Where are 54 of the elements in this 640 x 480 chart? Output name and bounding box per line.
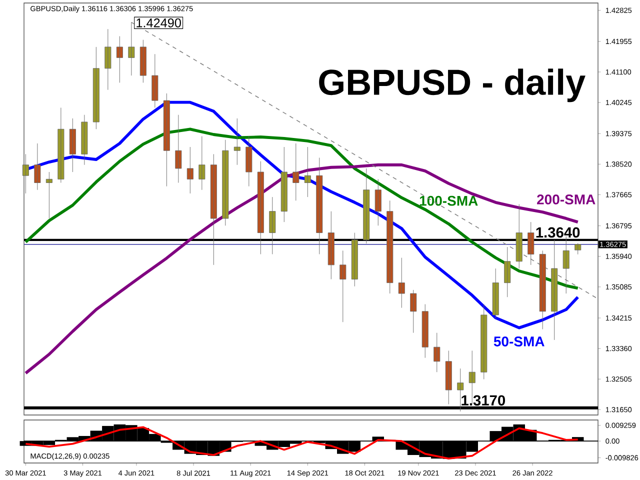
candlestick xyxy=(398,258,405,308)
candlestick xyxy=(104,28,112,90)
candlestick xyxy=(198,136,206,190)
candlestick xyxy=(304,146,311,198)
candlestick xyxy=(480,304,488,380)
candlestick xyxy=(562,236,570,294)
candlestick xyxy=(351,232,358,287)
candlestick xyxy=(422,304,428,358)
candlestick xyxy=(492,268,499,319)
candlestick xyxy=(316,157,323,254)
candlestick xyxy=(410,290,417,334)
candlestick xyxy=(186,146,194,194)
candlestick xyxy=(328,211,334,280)
candlestick xyxy=(175,114,182,183)
candlestick xyxy=(163,93,170,187)
candlestick xyxy=(504,246,511,298)
candlestick xyxy=(539,250,546,330)
candlestick xyxy=(574,243,582,255)
series-label: 50-SMA xyxy=(494,336,544,346)
candlestick xyxy=(234,118,240,166)
candlestick xyxy=(363,168,370,244)
candlestick xyxy=(81,114,88,166)
candlestick xyxy=(92,46,100,130)
candlestick xyxy=(528,222,534,266)
candlestick xyxy=(140,40,146,83)
candlestick xyxy=(374,178,382,226)
candlestick xyxy=(116,36,123,83)
ref-line-label: 1.3170 xyxy=(462,395,506,406)
candlestick xyxy=(58,107,64,183)
candlestick xyxy=(292,143,300,201)
line-series xyxy=(24,426,579,460)
ref-line-label: 1.3640 xyxy=(536,227,580,238)
candlestick xyxy=(46,172,52,219)
candlestick xyxy=(340,250,346,322)
candlestick xyxy=(269,196,276,254)
text: GBPUSD - daily xyxy=(319,68,586,102)
candlestick xyxy=(152,54,158,108)
candlestick xyxy=(22,154,29,194)
candlestick xyxy=(246,136,252,187)
candlestick xyxy=(386,200,394,294)
series-label: 100-SMA xyxy=(420,196,478,206)
candlestick xyxy=(34,143,41,190)
candlestick xyxy=(434,332,440,372)
candlestick xyxy=(128,22,135,76)
candlestick xyxy=(257,161,264,254)
candlestick xyxy=(69,118,76,172)
candlestick xyxy=(516,204,522,269)
candlestick xyxy=(280,146,288,222)
series-label: 200-SMA xyxy=(537,194,596,204)
annotation: 1.42490 xyxy=(136,18,181,28)
candlestick xyxy=(551,240,558,340)
candlestick xyxy=(445,350,452,405)
candlestick xyxy=(222,140,229,226)
candlestick xyxy=(210,154,217,266)
